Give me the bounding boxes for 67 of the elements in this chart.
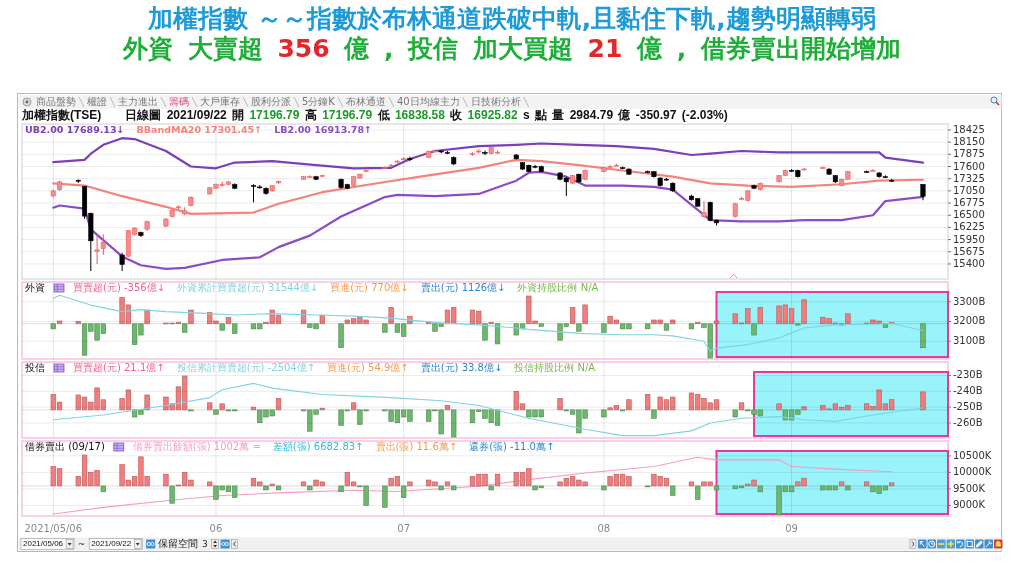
y-tick-label: 3200B xyxy=(953,315,986,327)
text: 日線圖 2021/09/22 開 17196.79 高 17196.79 低 16838.58 收 16925.82 s 點 量 2984.79 億 -350.97 (-2.03%) xyxy=(125,108,728,123)
y-tick-label: -250B xyxy=(953,401,983,413)
text: ~ xyxy=(78,538,86,549)
y-tick-label: 15950 xyxy=(953,233,985,245)
text: 借券賣出餘額(張) 1002萬 = xyxy=(132,441,261,452)
annotation: 賣出(元) 33.8億↓ xyxy=(420,362,503,373)
annotation: 買進(元) 770億↓ xyxy=(330,282,409,293)
annotation: 外資持股比例 N/A xyxy=(517,282,599,293)
text: 日技術分析 xyxy=(470,96,521,107)
y-tick-label: 17050 xyxy=(953,184,985,196)
y-tick-label: 18425 xyxy=(953,123,985,135)
y-tick-label: 16500 xyxy=(953,209,985,221)
text: 保留空間 xyxy=(158,538,199,549)
text: 2021/05/06 xyxy=(23,539,64,549)
y-tick-label: 9000K xyxy=(953,499,986,511)
chart-title: 借券賣出 (09/17) xyxy=(25,441,105,452)
text: 2021/09/22 xyxy=(91,539,132,549)
y-tick-label: 10500K xyxy=(953,449,992,461)
text: 40日均線主力 xyxy=(396,96,460,107)
y-tick-label: -230B xyxy=(953,369,983,381)
series-label: 投信累計買賣超(元) -2504億↑ xyxy=(175,362,316,373)
text: 主力進出 xyxy=(118,96,158,107)
series-label: UB2.00 17689.13↓ xyxy=(25,123,125,135)
y-tick-label: 10000K xyxy=(953,466,992,478)
text: 股利分派 xyxy=(251,96,291,107)
annotation: 還券(張) -11.0萬↑ xyxy=(469,441,555,452)
y-tick-label: -240B xyxy=(953,385,983,397)
text: 權證 xyxy=(87,96,107,107)
y-tick-label: 16775 xyxy=(953,197,985,209)
annotation: 買進(元) 54.9億↑ xyxy=(327,362,409,373)
y-tick-label: 15400 xyxy=(953,257,985,269)
x-tick-label: 08 xyxy=(597,523,611,534)
y-tick-label: 17325 xyxy=(953,172,985,184)
text: BBandMA20 17301.45↑ xyxy=(136,123,263,135)
y-tick-label: 17875 xyxy=(953,148,985,160)
text: 商品盤勢 xyxy=(36,96,76,107)
series-label: 買賣超(元) -356億↓ xyxy=(73,282,166,293)
y-tick-label: 9500K xyxy=(953,482,986,494)
x-tick-label: 09 xyxy=(785,523,798,534)
text: 加權指數 ～～指數於布林通道跌破中軌,且黏住下軌,趨勢明顯轉弱 xyxy=(147,4,876,33)
y-tick-label: -260B xyxy=(953,416,983,428)
text: LB2.00 16913.78↑ xyxy=(274,123,373,135)
text: 差額(張) 6682.83↑ xyxy=(272,441,364,452)
text: 布林通道 xyxy=(345,96,386,107)
text: 籌碼 xyxy=(169,96,189,107)
x-tick-label: 07 xyxy=(397,523,411,534)
y-tick-label: 17600 xyxy=(953,160,985,172)
text: 外資 大賣超 356 億 , 投信 加大買超 21 億 , 借券賣出開始增加 xyxy=(121,34,902,63)
chart-title: 加權指數(TSE) xyxy=(21,108,102,123)
annotation: 投信持股比例 N/A xyxy=(513,362,596,373)
series-label: 買賣超(元) 21.1億↑ xyxy=(73,362,165,373)
y-tick-label: 16225 xyxy=(953,221,985,233)
text: 5分鐘K xyxy=(302,96,336,107)
y-tick-label: 3300B xyxy=(953,295,986,307)
annotation: 賣出(張) 11.6萬↑ xyxy=(375,441,458,452)
x-tick-label: 06 xyxy=(209,523,223,534)
text: 3 xyxy=(202,538,208,549)
x-tick-label: 2021/05/06 xyxy=(24,523,83,534)
y-tick-label: 3100B xyxy=(953,335,986,347)
annotation: 賣出(元) 1126億↓ xyxy=(420,282,506,293)
chart-title: 外資 xyxy=(25,282,45,293)
y-tick-label: 15675 xyxy=(953,245,985,257)
series-label: 外資累計買賣超(元) 31544億↓ xyxy=(177,282,319,293)
chart-title: 投信 xyxy=(24,362,45,373)
text: 大戶庫存 xyxy=(200,96,240,107)
y-tick-label: 18150 xyxy=(953,136,985,148)
